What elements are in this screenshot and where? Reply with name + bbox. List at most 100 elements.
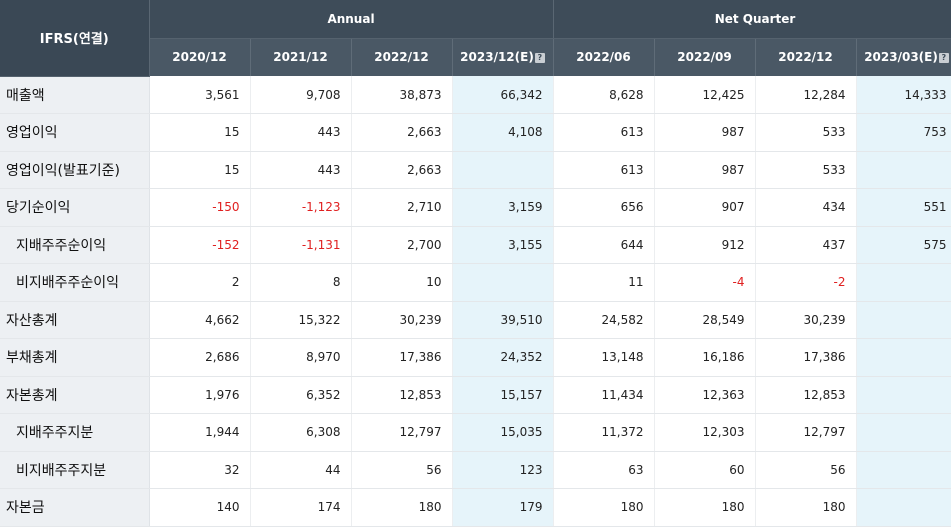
column-header-label: 2021/12 xyxy=(273,50,328,65)
table-cell: 2,663 xyxy=(351,151,453,189)
table-cell: 1,944 xyxy=(149,413,251,452)
table-cell: 12,303 xyxy=(654,413,756,452)
table-cell: -4 xyxy=(654,263,756,302)
row-label: 비지배주주지분 xyxy=(0,451,150,489)
table-cell: 44 xyxy=(250,451,352,489)
help-icon[interactable]: ? xyxy=(534,53,545,64)
column-header: 2023/03(E)? xyxy=(856,38,951,76)
table-cell: 912 xyxy=(654,226,756,264)
table-cell: 2,700 xyxy=(351,226,453,264)
table-row: 자산총계 4,662 15,322 30,239 39,510 24,582 28,549 3… xyxy=(0,301,951,339)
table-cell: 907 xyxy=(654,188,756,227)
row-label: 비지배주주순이익 xyxy=(0,263,150,302)
column-header-label: 2020/12 xyxy=(172,50,227,65)
table-cell: 987 xyxy=(654,151,756,189)
table-cell: 12,797 xyxy=(755,413,857,452)
column-header: 2022/12 xyxy=(755,38,857,76)
table-cell: 12,284 xyxy=(755,76,857,114)
table-cell: 180 xyxy=(351,488,453,527)
table-cell: 180 xyxy=(654,488,756,527)
column-header: 2023/12(E)? xyxy=(452,38,554,76)
row-label: 부채총계 xyxy=(0,338,150,377)
row-label: 자산총계 xyxy=(0,301,150,339)
table-cell: 443 xyxy=(250,151,352,189)
table-row: 비지배주주지분 32 44 56 123 63 60 56 xyxy=(0,451,951,489)
table-cell: -1,131 xyxy=(250,226,352,264)
table-cell: 8,970 xyxy=(250,338,352,377)
table-cell: 60 xyxy=(654,451,756,489)
row-label: 영업이익 xyxy=(0,113,150,152)
table-cell xyxy=(856,151,951,189)
table-cell: 140 xyxy=(149,488,251,527)
table-row: 지배주주지분 1,944 6,308 12,797 15,035 11,372 12,303… xyxy=(0,413,951,452)
table-cell: 38,873 xyxy=(351,76,453,114)
table-cell: 15,322 xyxy=(250,301,352,339)
table-cell: 6,308 xyxy=(250,413,352,452)
column-header: 2021/12 xyxy=(250,38,352,76)
table-cell: 123 xyxy=(452,451,554,489)
table-cell xyxy=(856,338,951,377)
table-cell: 2,686 xyxy=(149,338,251,377)
table-cell: 30,239 xyxy=(351,301,453,339)
table-cell: 180 xyxy=(553,488,655,527)
column-header-label: 2023/03(E) xyxy=(864,50,938,65)
table-cell xyxy=(856,376,951,414)
table-row: 매출액 3,561 9,708 38,873 66,342 8,628 12,425 12,2… xyxy=(0,76,951,114)
table-cell: 15,157 xyxy=(452,376,554,414)
table-cell: 11,372 xyxy=(553,413,655,452)
table-cell: 644 xyxy=(553,226,655,264)
table-cell xyxy=(856,488,951,527)
table-row: 자본금 140 174 180 179 180 180 180 xyxy=(0,488,951,527)
table-row: 부채총계 2,686 8,970 17,386 24,352 13,148 16,186 17… xyxy=(0,338,951,377)
table-cell: 3,155 xyxy=(452,226,554,264)
table-cell: 32 xyxy=(149,451,251,489)
table-cell: 15,035 xyxy=(452,413,554,452)
table-cell xyxy=(452,151,554,189)
row-label: 자본총계 xyxy=(0,376,150,414)
table-cell: 174 xyxy=(250,488,352,527)
table-row: 당기순이익 -150 -1,123 2,710 3,159 656 907 434 551 xyxy=(0,188,951,227)
table-cell: 16,186 xyxy=(654,338,756,377)
row-label: 영업이익(발표기준) xyxy=(0,151,150,189)
table-cell: 12,853 xyxy=(351,376,453,414)
table-cell: 10 xyxy=(351,263,453,302)
row-label: 당기순이익 xyxy=(0,188,150,227)
net-quarter-group-header: Net Quarter xyxy=(553,0,951,39)
table-cell xyxy=(856,413,951,452)
table-cell: 3,561 xyxy=(149,76,251,114)
table-cell: -152 xyxy=(149,226,251,264)
column-header: 2022/06 xyxy=(553,38,655,76)
table-cell: 28,549 xyxy=(654,301,756,339)
column-header-label: 2023/12(E) xyxy=(460,50,534,65)
table-cell: 179 xyxy=(452,488,554,527)
table-cell: 24,582 xyxy=(553,301,655,339)
table-cell xyxy=(856,263,951,302)
table-cell: 533 xyxy=(755,113,857,152)
column-header: 2022/12 xyxy=(351,38,453,76)
table-cell: 434 xyxy=(755,188,857,227)
column-header-label: 2022/12 xyxy=(778,50,833,65)
table-cell: 2,663 xyxy=(351,113,453,152)
column-header-label: 2022/12 xyxy=(374,50,429,65)
table-cell: 9,708 xyxy=(250,76,352,114)
help-icon[interactable]: ? xyxy=(938,53,949,64)
table-cell: 437 xyxy=(755,226,857,264)
column-header: 2022/09 xyxy=(654,38,756,76)
table-cell: 11 xyxy=(553,263,655,302)
table-cell: 613 xyxy=(553,151,655,189)
table-cell: 8 xyxy=(250,263,352,302)
table-cell: 1,976 xyxy=(149,376,251,414)
table-cell: 753 xyxy=(856,113,951,152)
table-cell: 12,363 xyxy=(654,376,756,414)
table-cell: -2 xyxy=(755,263,857,302)
table-cell: 575 xyxy=(856,226,951,264)
table-cell: 613 xyxy=(553,113,655,152)
table-cell: 656 xyxy=(553,188,655,227)
table-cell: 4,662 xyxy=(149,301,251,339)
table-cell: 551 xyxy=(856,188,951,227)
table-cell: 56 xyxy=(351,451,453,489)
row-label: 지배주주지분 xyxy=(0,413,150,452)
table-cell: 8,628 xyxy=(553,76,655,114)
row-label: 매출액 xyxy=(0,76,150,114)
